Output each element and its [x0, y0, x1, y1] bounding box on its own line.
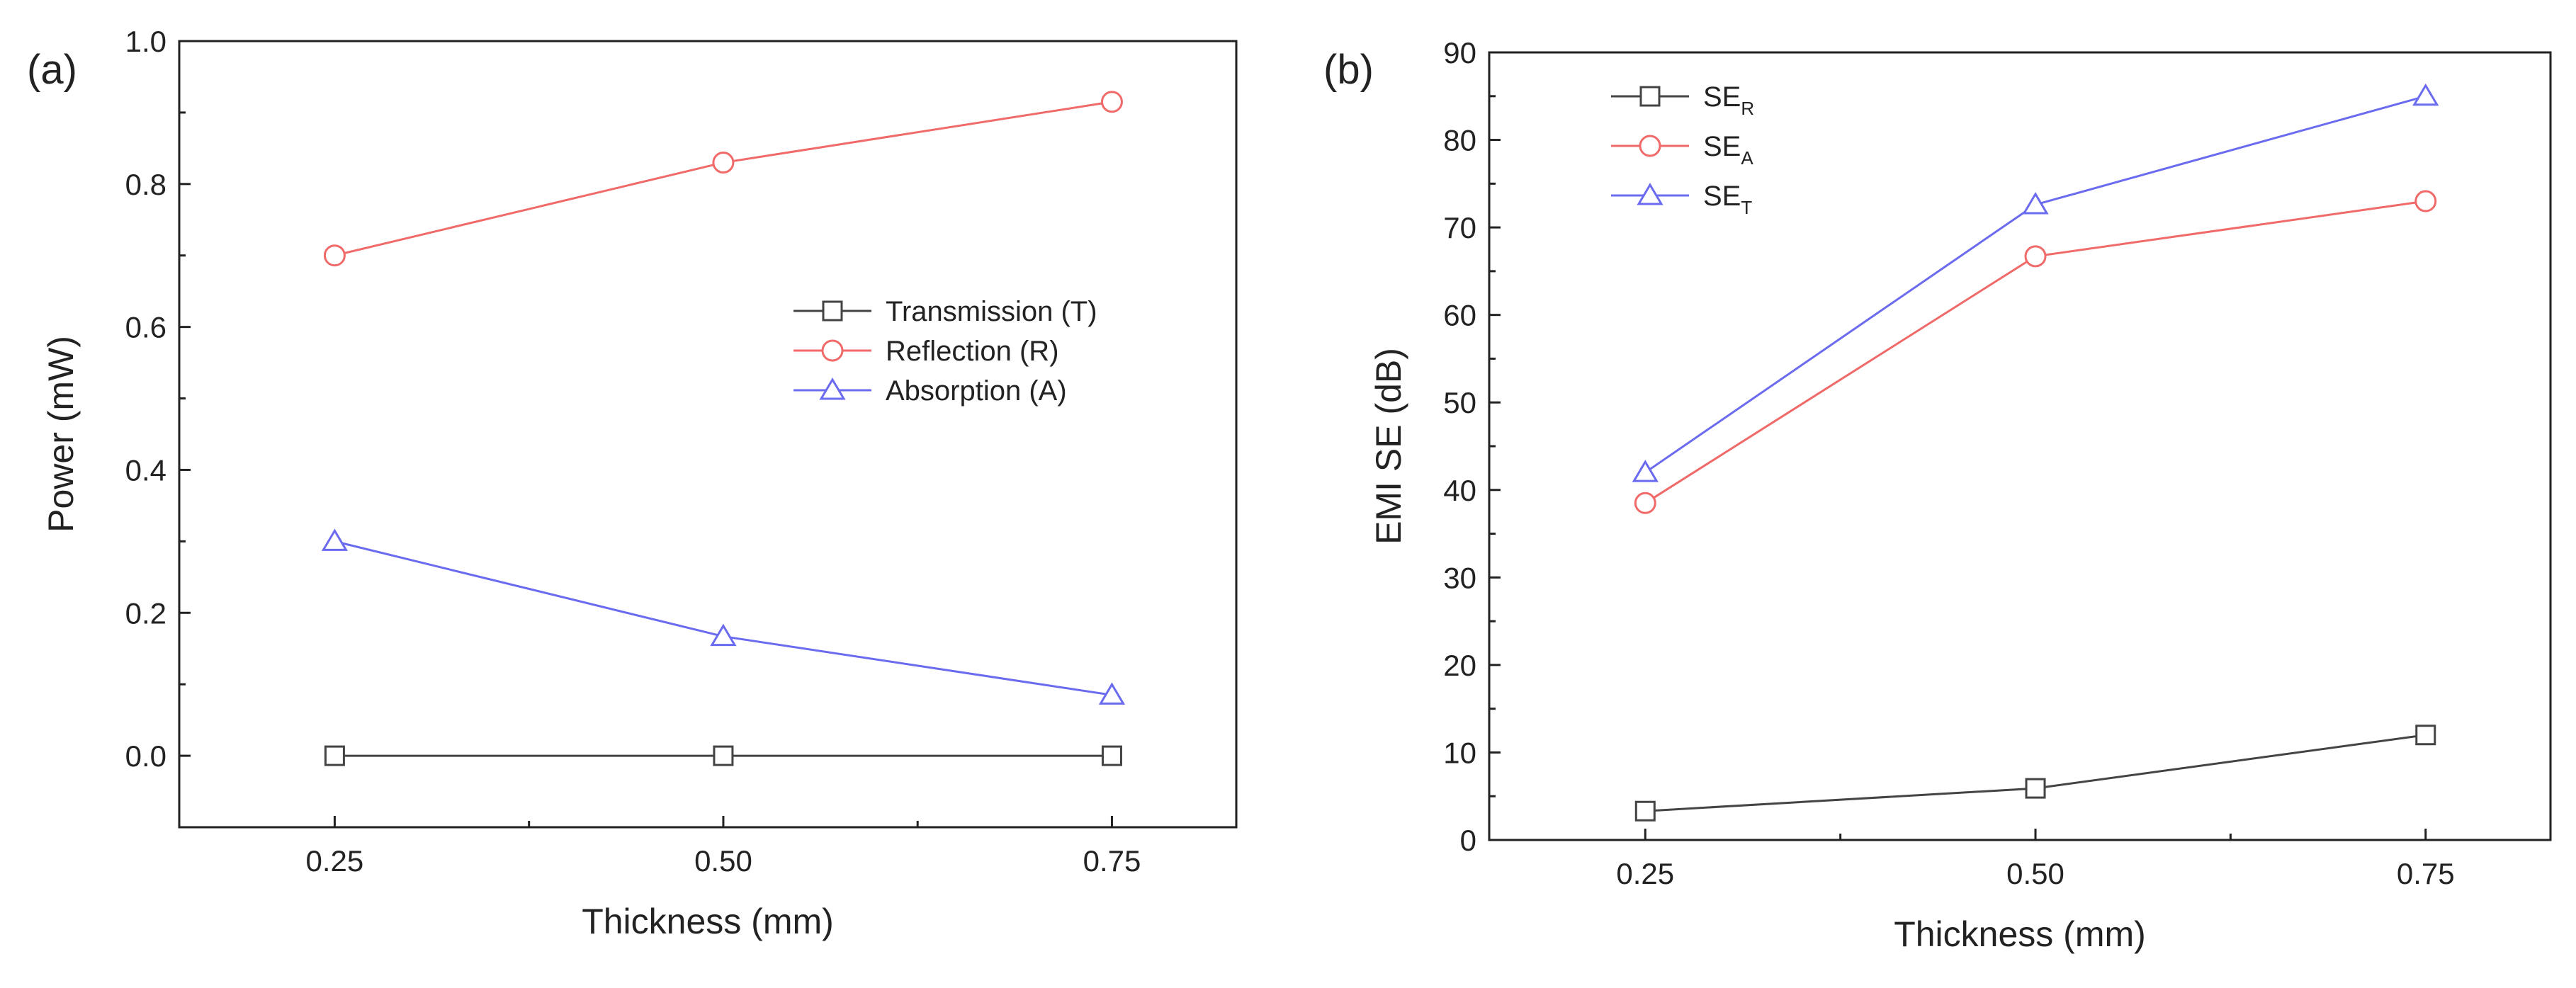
data-point: [324, 745, 345, 766]
panel-a-y-axis-title: Power (mW): [41, 336, 81, 533]
legend-label: Absorption (A): [886, 375, 1067, 407]
panel-a: (a) 0.25 0.50 0.75 0.0 0.2 0.4 0.6 0.8 1…: [27, 25, 1238, 941]
legend-swatch-marker: [819, 377, 846, 400]
y-tick-label: 0.2: [125, 596, 166, 630]
panel-b-series: [1632, 83, 2439, 822]
panel-b-y-axis-title: EMI SE (dB): [1369, 348, 1408, 545]
legend-label-main: SE: [1703, 81, 1741, 113]
legend-swatch-marker: [822, 300, 843, 322]
legend-label: SEA: [1703, 131, 1753, 169]
panel-a-series: [321, 91, 1126, 766]
legend-label: Reflection (R): [886, 336, 1059, 367]
y-tick-label: 60: [1443, 299, 1476, 332]
data-point: [1634, 492, 1656, 514]
data-point: [2025, 778, 2046, 799]
data-point: [2414, 190, 2437, 212]
x-tick-label: 0.75: [1083, 844, 1141, 878]
series-line: [334, 540, 1112, 696]
data-point: [1101, 745, 1122, 766]
panel-a-x-axis-title: Thickness (mm): [582, 902, 834, 941]
data-point: [1100, 91, 1123, 113]
y-tick-label: 30: [1443, 561, 1476, 594]
panel-b-legend: SER SEA SET: [1611, 81, 1754, 218]
legend-swatch-marker: [1637, 183, 1663, 205]
panel-a-x-tick-labels: 0.25 0.50 0.75: [306, 844, 1141, 878]
panel-b-ticks: [1489, 51, 2427, 841]
panel-b: (b) 0.25 0.50 0.75 0 10 20 30 40 50 60 7…: [1323, 36, 2552, 954]
panel-b-plot-frame: [1488, 51, 2552, 841]
y-tick-label: 20: [1443, 649, 1476, 682]
data-point: [2022, 192, 2049, 215]
legend-label: SER: [1703, 81, 1754, 119]
data-point: [713, 745, 734, 766]
y-tick-label: 40: [1443, 474, 1476, 507]
data-point: [2024, 245, 2047, 268]
data-point: [1098, 682, 1126, 705]
x-tick-label: 0.50: [694, 844, 752, 878]
series-line: [1645, 734, 2426, 812]
legend-label-sub: A: [1741, 147, 1753, 169]
panel-b-x-tick-labels: 0.25 0.50 0.75: [1616, 857, 2454, 890]
legend-label-main: SE: [1703, 131, 1741, 162]
panel-a-plot-frame: [178, 40, 1238, 829]
panel-a-ticks: [179, 40, 1113, 827]
y-tick-label: 0.4: [125, 453, 166, 487]
x-tick-label: 0.25: [306, 844, 364, 878]
y-tick-label: 90: [1443, 36, 1476, 69]
data-point: [323, 244, 346, 267]
y-tick-label: 0.6: [125, 311, 166, 344]
legend-label-sub: T: [1741, 197, 1752, 218]
x-tick-label: 0.75: [2397, 857, 2455, 890]
data-point: [321, 528, 349, 551]
data-point: [2412, 83, 2439, 106]
y-tick-label: 0.0: [125, 739, 166, 773]
legend-label-sub: R: [1741, 98, 1754, 119]
panel-a-label: (a): [27, 47, 77, 93]
y-tick-label: 1.0: [125, 25, 166, 58]
data-point: [712, 152, 735, 174]
series-line: [1644, 95, 2427, 474]
x-tick-label: 0.25: [1616, 857, 1674, 890]
y-tick-label: 10: [1443, 736, 1476, 769]
data-point: [710, 623, 737, 647]
legend-swatch-marker: [1639, 86, 1661, 107]
panel-b-x-axis-title: Thickness (mm): [1894, 914, 2146, 954]
data-point: [2415, 725, 2436, 746]
y-tick-label: 80: [1443, 124, 1476, 157]
legend-label: SET: [1703, 181, 1752, 218]
y-tick-label: 0: [1460, 824, 1476, 857]
panel-a-y-tick-labels: 0.0 0.2 0.4 0.6 0.8 1.0: [125, 25, 166, 773]
x-tick-label: 0.50: [2006, 857, 2064, 890]
panel-b-y-tick-labels: 0 10 20 30 40 50 60 70 80 90: [1443, 36, 1476, 857]
legend-label-main: SE: [1703, 181, 1741, 212]
y-tick-label: 50: [1443, 386, 1476, 419]
y-tick-label: 70: [1443, 211, 1476, 244]
legend-swatch-marker: [821, 339, 844, 362]
series-line: [334, 101, 1112, 257]
legend-label: Transmission (T): [886, 296, 1097, 327]
panel-a-legend: Transmission (T) Reflection (R) Absorpti…: [793, 296, 1097, 407]
data-point: [1632, 460, 1659, 482]
data-point: [1634, 800, 1656, 822]
legend-swatch-marker: [1639, 135, 1661, 157]
y-tick-label: 0.8: [125, 168, 166, 201]
panel-b-label: (b): [1323, 47, 1374, 93]
